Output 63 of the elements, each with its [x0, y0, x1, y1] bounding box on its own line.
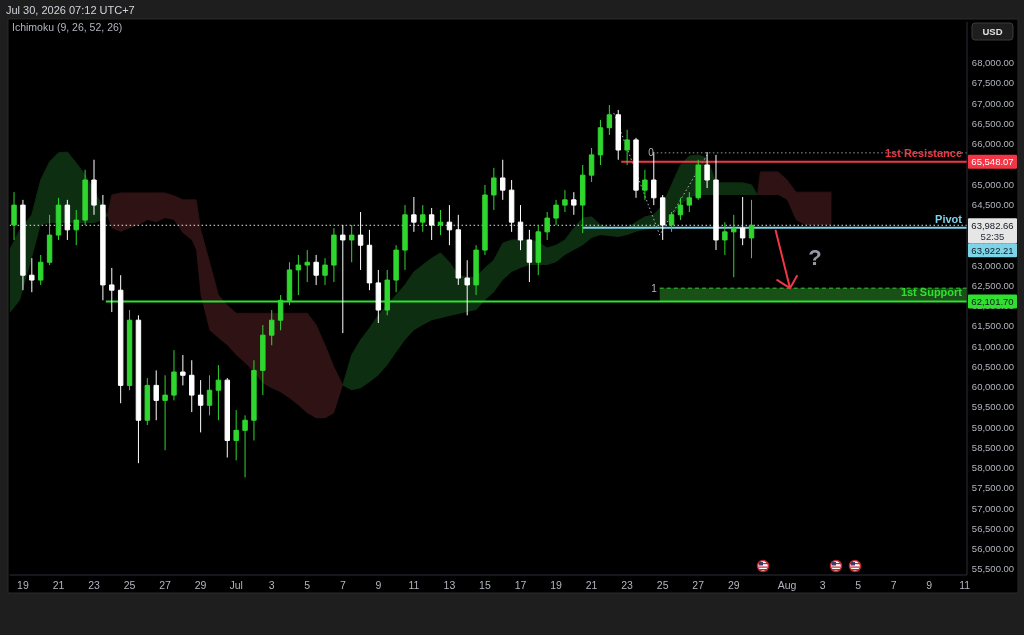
y-tick-label: 67,500.00	[971, 77, 1015, 89]
y-tick-label: 60,000.00	[971, 381, 1015, 393]
x-tick-label: 11	[408, 579, 420, 591]
y-tick-label: 62,500.00	[971, 279, 1015, 291]
series-label: 1st Support	[900, 286, 963, 299]
x-tick-label: 23	[88, 579, 101, 591]
x-tick-label: 21	[585, 579, 598, 591]
x-tick-label: 21	[52, 579, 65, 591]
x-tick-label: 25	[656, 579, 669, 591]
x-tick-label: 9	[926, 579, 933, 591]
x-tick-label: 9	[375, 579, 382, 591]
y-tick-label: 61,000.00	[971, 340, 1015, 352]
x-tick-label: 11	[959, 579, 971, 591]
y-tick-label: 67,000.00	[971, 97, 1015, 109]
y-tick-label: 66,000.00	[971, 138, 1015, 150]
y-tick-label: 60,500.00	[971, 360, 1015, 372]
x-tick-label: 7	[890, 579, 897, 591]
y-tick-label: 57,500.00	[971, 482, 1015, 494]
chart-title: Jul 30, 2026 07:12 UTC+7	[6, 4, 135, 16]
data-label: 62,101.70	[971, 295, 1014, 307]
data-label: 65,548.07	[971, 156, 1014, 168]
x-tick-label: 29	[727, 579, 740, 591]
y-tick-label: 56,000.00	[971, 543, 1015, 555]
annotation: ?	[808, 244, 822, 270]
x-tick-label: 5	[304, 579, 311, 591]
text: 52:35	[980, 230, 1005, 242]
y-tick-label: 59,000.00	[971, 421, 1015, 433]
annotation: Ichimoku (9, 26, 52, 26)	[12, 21, 123, 33]
series-label: Pivot	[935, 212, 963, 225]
y-tick-label: 65,000.00	[971, 178, 1015, 190]
annotation: 0	[648, 147, 655, 159]
x-tick-label: Aug	[777, 579, 797, 591]
y-tick-label: 61,500.00	[971, 320, 1015, 332]
y-tick-label: 63,000.00	[971, 259, 1015, 271]
x-tick-label: 13	[443, 579, 456, 591]
x-tick-label: 15	[479, 579, 491, 591]
x-tick-label: 27	[159, 579, 172, 591]
y-tick-label: 68,000.00	[971, 57, 1015, 69]
y-tick-label: 66,500.00	[971, 117, 1015, 129]
y-tick-label: 64,500.00	[971, 198, 1015, 210]
y-tick-label: 55,500.00	[971, 563, 1015, 575]
y-tick-label: 57,000.00	[971, 502, 1015, 514]
annotation: 1	[651, 282, 658, 294]
x-tick-label: 7	[339, 579, 346, 591]
x-tick-label: 17	[514, 579, 527, 591]
y-tick-label: 59,500.00	[971, 401, 1015, 413]
x-tick-label: 3	[819, 579, 826, 591]
x-tick-label: 5	[855, 579, 862, 591]
y-axis-title: USD	[982, 26, 1003, 37]
data-label: 63,922.21	[971, 244, 1014, 256]
x-tick-label: 27	[692, 579, 705, 591]
y-tick-label: 58,000.00	[971, 462, 1015, 474]
ref-line-label: 63,982.66	[971, 219, 1014, 231]
x-tick-label: 19	[550, 579, 563, 591]
y-tick-label: 58,500.00	[971, 441, 1015, 453]
x-tick-label: 19	[17, 579, 29, 591]
x-tick-label: 29	[194, 579, 207, 591]
x-tick-label: 3	[268, 579, 275, 591]
x-tick-label: Jul	[229, 579, 243, 591]
x-tick-label: 23	[621, 579, 634, 591]
x-tick-label: 25	[123, 579, 136, 591]
y-tick-label: 56,500.00	[971, 522, 1015, 534]
series-label: 1st Resistance	[884, 146, 962, 159]
